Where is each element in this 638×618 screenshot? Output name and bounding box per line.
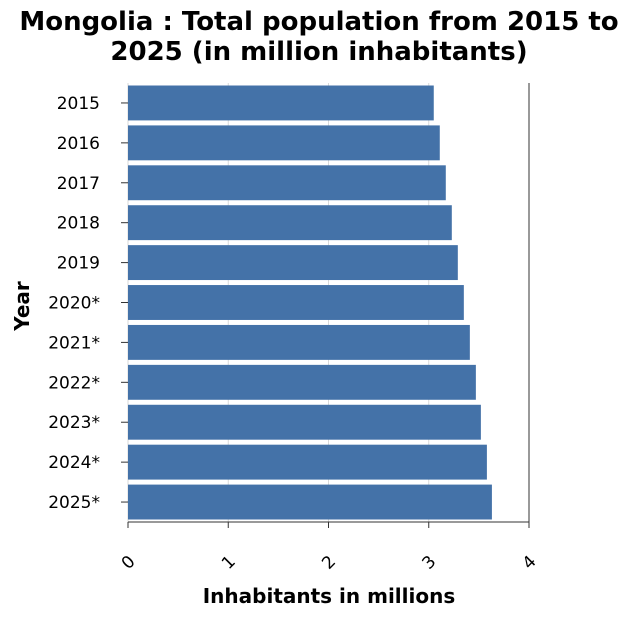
chart-title-line-1: Mongolia : Total population from 2015 to bbox=[19, 7, 618, 37]
bar-2023 bbox=[128, 404, 481, 440]
y-tick-label: 2022* bbox=[48, 373, 100, 393]
bar-2020 bbox=[128, 285, 464, 320]
bar-2015 bbox=[128, 85, 434, 121]
y-tick-label: 2023* bbox=[48, 413, 100, 433]
x-axis-title: Inhabitants in millions bbox=[203, 584, 456, 608]
y-tick-label: 2018 bbox=[57, 214, 100, 234]
bar-2019 bbox=[128, 245, 458, 281]
bar-2025 bbox=[128, 484, 492, 520]
plot-area: 0 1 2 3 4 2015 2016 2017 2018 2019 2020* 2021* 2022*… bbox=[48, 83, 541, 574]
bar-2024 bbox=[128, 444, 487, 480]
y-tick-label: 2024* bbox=[48, 453, 100, 473]
bar-2022 bbox=[128, 364, 476, 400]
x-tick-label: 1 bbox=[218, 552, 240, 574]
x-tick-label: 2 bbox=[318, 552, 340, 574]
bar-2021 bbox=[128, 324, 470, 360]
y-tick-label: 2015 bbox=[57, 94, 100, 114]
x-tick-label: 0 bbox=[118, 552, 140, 574]
x-tick-label: 4 bbox=[519, 552, 541, 574]
chart-title-line-2: 2025 (in million inhabitants) bbox=[110, 37, 527, 67]
y-tick-label: 2025* bbox=[48, 493, 100, 513]
y-tick-label: 2020* bbox=[48, 294, 100, 314]
y-tick-label: 2021* bbox=[48, 333, 100, 353]
y-tick-label: 2016 bbox=[57, 134, 100, 154]
bar-2016 bbox=[128, 125, 440, 161]
x-tick-label: 3 bbox=[419, 552, 441, 574]
bar-2018 bbox=[128, 205, 452, 241]
bar-2017 bbox=[128, 165, 446, 201]
y-axis-title: Year bbox=[10, 281, 34, 332]
y-tick-label: 2019 bbox=[57, 254, 100, 274]
y-tick-label: 2017 bbox=[57, 174, 100, 194]
